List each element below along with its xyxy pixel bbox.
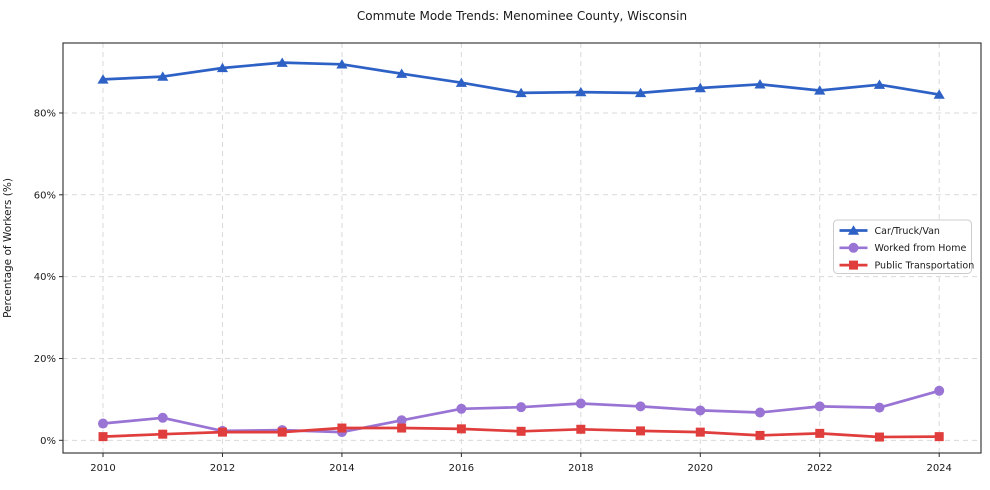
marker-car-truck-van — [694, 82, 706, 93]
marker-car-truck-van — [216, 62, 229, 73]
marker-worked-from-home — [98, 418, 109, 429]
marker-car-truck-van — [814, 85, 826, 95]
marker-public-transportation — [815, 428, 825, 438]
marker-car-truck-van — [396, 68, 408, 78]
marker-worked-from-home — [814, 401, 825, 412]
marker-worked-from-home — [755, 407, 766, 418]
marker-worked-from-home — [695, 405, 706, 416]
marker-public-transportation — [456, 424, 466, 434]
legend-label-public-transportation: Public Transportation — [875, 260, 975, 271]
marker-car-truck-van — [515, 87, 527, 98]
x-tick-label: 2014 — [329, 463, 354, 474]
marker-worked-from-home — [635, 401, 646, 412]
marker-car-truck-van — [754, 79, 766, 89]
x-tick-label: 2018 — [568, 463, 593, 474]
marker-public-transportation — [337, 423, 347, 433]
marker-public-transportation — [636, 426, 646, 436]
x-tick-label: 2016 — [449, 463, 474, 474]
marker-car-truck-van — [634, 87, 647, 98]
marker-car-truck-van — [575, 86, 587, 97]
marker-car-truck-van — [276, 57, 288, 67]
marker-worked-from-home — [575, 398, 586, 409]
x-tick-label: 2024 — [926, 463, 951, 474]
marker-public-transportation — [516, 426, 526, 436]
legend-marker-car-truck-van — [847, 225, 860, 235]
marker-car-truck-van — [336, 59, 348, 69]
marker-public-transportation — [98, 432, 108, 442]
marker-public-transportation — [158, 429, 168, 439]
legend-marker-public-transportation — [849, 260, 858, 270]
marker-car-truck-van — [933, 89, 945, 99]
chart-title: Commute Mode Trends: Menominee County, W… — [356, 9, 688, 23]
marker-car-truck-van — [157, 71, 169, 81]
x-tick-label: 2010 — [90, 463, 115, 474]
marker-public-transportation — [397, 423, 407, 433]
marker-public-transportation — [874, 432, 884, 442]
marker-worked-from-home — [456, 403, 467, 414]
marker-car-truck-van — [873, 79, 886, 89]
legend-marker-worked-from-home — [848, 242, 859, 253]
plot-border — [62, 42, 982, 454]
marker-public-transportation — [576, 424, 586, 434]
y-tick-label: 0% — [40, 436, 56, 447]
legend-box — [833, 219, 972, 274]
y-tick-label: 20% — [34, 354, 56, 365]
x-tick-label: 2012 — [210, 463, 235, 474]
marker-car-truck-van — [97, 74, 109, 84]
marker-public-transportation — [695, 427, 705, 437]
y-tick-label: 40% — [34, 272, 56, 283]
marker-worked-from-home — [516, 402, 527, 413]
y-tick-label: 60% — [34, 190, 56, 201]
legend-label-car-truck-van: Car/Truck/Van — [875, 226, 940, 237]
legend-label-worked-from-home: Worked from Home — [875, 243, 967, 254]
marker-public-transportation — [755, 430, 765, 440]
marker-car-truck-van — [455, 77, 467, 87]
marker-public-transportation — [217, 427, 227, 437]
marker-worked-from-home — [874, 402, 885, 413]
x-tick-label: 2020 — [688, 463, 713, 474]
marker-worked-from-home — [157, 412, 168, 423]
marker-worked-from-home — [396, 415, 407, 426]
marker-public-transportation — [934, 432, 944, 442]
marker-public-transportation — [277, 427, 287, 437]
marker-worked-from-home — [934, 385, 945, 396]
x-tick-label: 2022 — [807, 463, 832, 474]
y-tick-label: 80% — [34, 108, 56, 119]
